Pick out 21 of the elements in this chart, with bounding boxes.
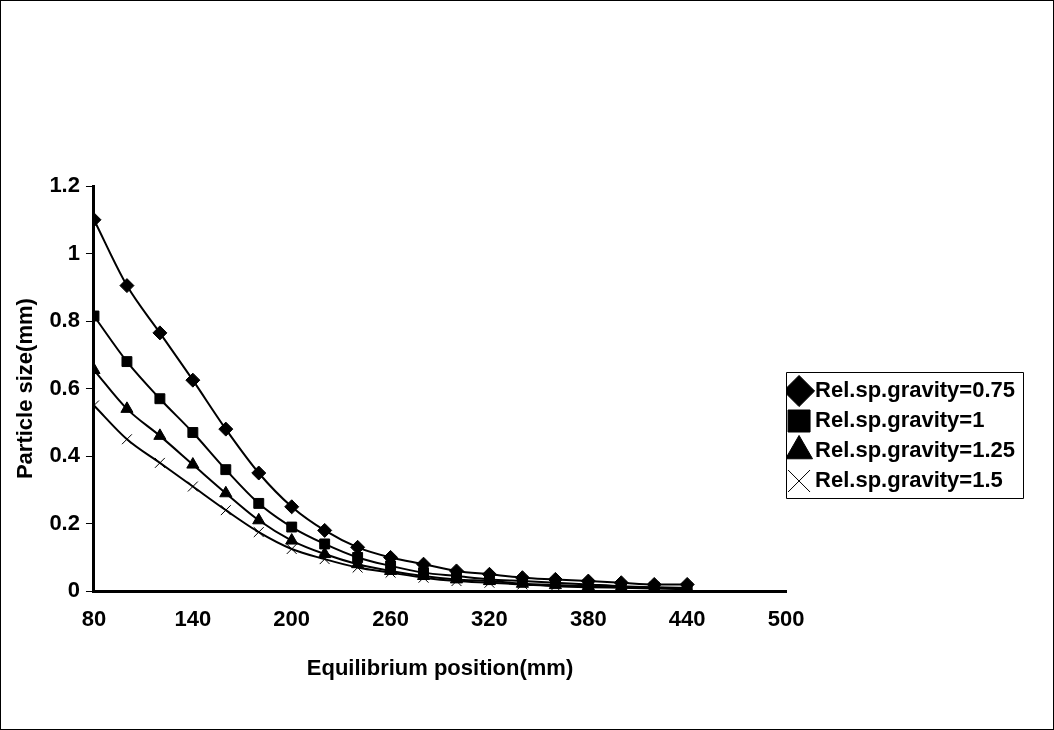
x-tick-label: 80: [81, 606, 107, 632]
y-tick-label: 0.2: [49, 509, 80, 535]
x-tick-label: 140: [174, 606, 212, 632]
x-tick-label: 320: [471, 606, 508, 632]
x-axis-title: Equilibrium position(mm): [306, 654, 574, 680]
y-tick-label: 1: [67, 239, 80, 265]
y-tick-label: 0.4: [49, 442, 81, 468]
legend-label: Rel.sp.gravity=1: [815, 407, 985, 433]
y-axis-title: Particle size(mm): [12, 298, 38, 480]
legend-label: Rel.sp.gravity=1.5: [815, 467, 1003, 493]
legend-label: Rel.sp.gravity=0.75: [815, 377, 1016, 403]
x-tick-label: 200: [273, 606, 311, 632]
x-tick-label: 380: [569, 606, 607, 632]
legend-label: Rel.sp.gravity=1.25: [815, 437, 1016, 463]
x-tick-label: 440: [668, 606, 706, 632]
y-tick-label: 0.6: [49, 374, 80, 400]
x-tick-label: 260: [372, 606, 409, 632]
x-tick-label: 500: [767, 606, 805, 632]
y-tick-label: 1.2: [49, 172, 80, 198]
y-tick-label: 0: [67, 577, 80, 603]
y-tick-label: 0.8: [49, 307, 80, 333]
